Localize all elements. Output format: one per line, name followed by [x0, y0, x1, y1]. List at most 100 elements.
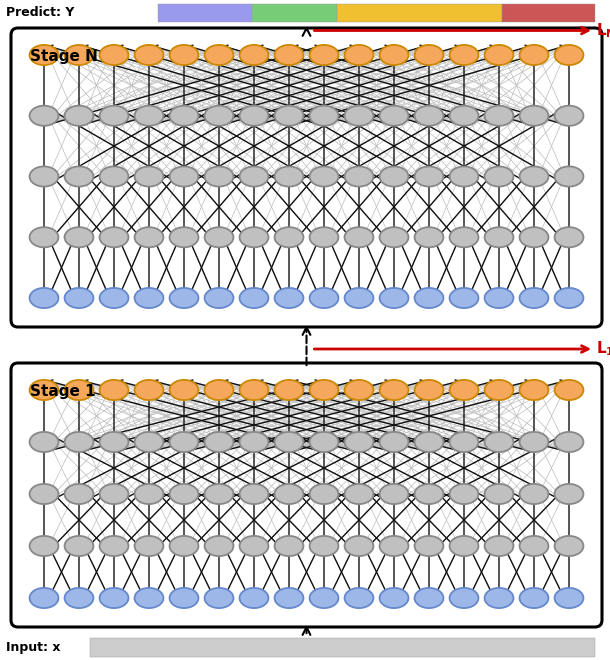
Ellipse shape: [65, 288, 93, 308]
Ellipse shape: [204, 536, 234, 556]
Text: Input: x: Input: x: [6, 641, 60, 654]
Ellipse shape: [240, 588, 268, 608]
Ellipse shape: [240, 106, 268, 126]
Ellipse shape: [99, 484, 129, 504]
Ellipse shape: [240, 288, 268, 308]
Ellipse shape: [99, 432, 129, 452]
Ellipse shape: [274, 588, 303, 608]
Ellipse shape: [345, 432, 373, 452]
Ellipse shape: [415, 484, 443, 504]
Ellipse shape: [520, 432, 548, 452]
Ellipse shape: [170, 484, 198, 504]
Ellipse shape: [379, 227, 409, 248]
Ellipse shape: [170, 432, 198, 452]
Ellipse shape: [99, 45, 129, 65]
Ellipse shape: [29, 288, 59, 308]
Ellipse shape: [135, 484, 163, 504]
Ellipse shape: [554, 288, 583, 308]
Ellipse shape: [345, 288, 373, 308]
Bar: [501, 4, 595, 22]
Ellipse shape: [484, 432, 514, 452]
Ellipse shape: [345, 380, 373, 400]
Ellipse shape: [484, 166, 514, 187]
Ellipse shape: [170, 380, 198, 400]
Ellipse shape: [29, 536, 59, 556]
Ellipse shape: [99, 227, 129, 248]
Ellipse shape: [204, 484, 234, 504]
Ellipse shape: [135, 536, 163, 556]
Ellipse shape: [554, 227, 583, 248]
Ellipse shape: [520, 166, 548, 187]
Ellipse shape: [99, 288, 129, 308]
Ellipse shape: [65, 588, 93, 608]
Ellipse shape: [170, 288, 198, 308]
Ellipse shape: [379, 45, 409, 65]
Ellipse shape: [170, 227, 198, 248]
Ellipse shape: [135, 227, 163, 248]
Ellipse shape: [309, 484, 339, 504]
Ellipse shape: [170, 45, 198, 65]
Ellipse shape: [309, 432, 339, 452]
Ellipse shape: [65, 166, 93, 187]
Ellipse shape: [135, 288, 163, 308]
Ellipse shape: [65, 484, 93, 504]
Ellipse shape: [29, 45, 59, 65]
Ellipse shape: [520, 380, 548, 400]
Ellipse shape: [554, 106, 583, 126]
Ellipse shape: [274, 432, 303, 452]
Ellipse shape: [450, 166, 478, 187]
FancyBboxPatch shape: [11, 363, 602, 627]
Ellipse shape: [99, 380, 129, 400]
Ellipse shape: [450, 484, 478, 504]
Ellipse shape: [345, 45, 373, 65]
Ellipse shape: [309, 166, 339, 187]
Ellipse shape: [379, 432, 409, 452]
Ellipse shape: [65, 380, 93, 400]
Ellipse shape: [204, 432, 234, 452]
Ellipse shape: [309, 288, 339, 308]
Ellipse shape: [135, 380, 163, 400]
Ellipse shape: [484, 380, 514, 400]
Ellipse shape: [345, 166, 373, 187]
Ellipse shape: [415, 106, 443, 126]
Text: $\bf{L_N}$: $\bf{L_N}$: [596, 21, 610, 40]
Ellipse shape: [29, 380, 59, 400]
Ellipse shape: [170, 106, 198, 126]
Ellipse shape: [240, 227, 268, 248]
Ellipse shape: [415, 536, 443, 556]
Ellipse shape: [204, 227, 234, 248]
Ellipse shape: [554, 166, 583, 187]
Ellipse shape: [415, 432, 443, 452]
Ellipse shape: [450, 432, 478, 452]
Ellipse shape: [240, 536, 268, 556]
Ellipse shape: [379, 536, 409, 556]
Ellipse shape: [309, 227, 339, 248]
Ellipse shape: [274, 380, 303, 400]
Ellipse shape: [65, 227, 93, 248]
Ellipse shape: [274, 106, 303, 126]
Ellipse shape: [379, 288, 409, 308]
Ellipse shape: [309, 45, 339, 65]
Ellipse shape: [135, 45, 163, 65]
Ellipse shape: [554, 588, 583, 608]
Text: Stage N: Stage N: [30, 49, 98, 64]
Ellipse shape: [274, 288, 303, 308]
Ellipse shape: [204, 588, 234, 608]
Ellipse shape: [65, 106, 93, 126]
Ellipse shape: [520, 106, 548, 126]
Ellipse shape: [99, 166, 129, 187]
Bar: [251, 4, 337, 22]
Ellipse shape: [520, 288, 548, 308]
Ellipse shape: [274, 45, 303, 65]
Ellipse shape: [484, 227, 514, 248]
Ellipse shape: [240, 166, 268, 187]
Ellipse shape: [135, 588, 163, 608]
Ellipse shape: [554, 380, 583, 400]
Ellipse shape: [415, 45, 443, 65]
Ellipse shape: [450, 45, 478, 65]
Text: Predict: Y: Predict: Y: [6, 7, 74, 20]
Ellipse shape: [415, 166, 443, 187]
Text: Stage 1: Stage 1: [30, 384, 96, 399]
Bar: [158, 4, 251, 22]
Ellipse shape: [484, 288, 514, 308]
